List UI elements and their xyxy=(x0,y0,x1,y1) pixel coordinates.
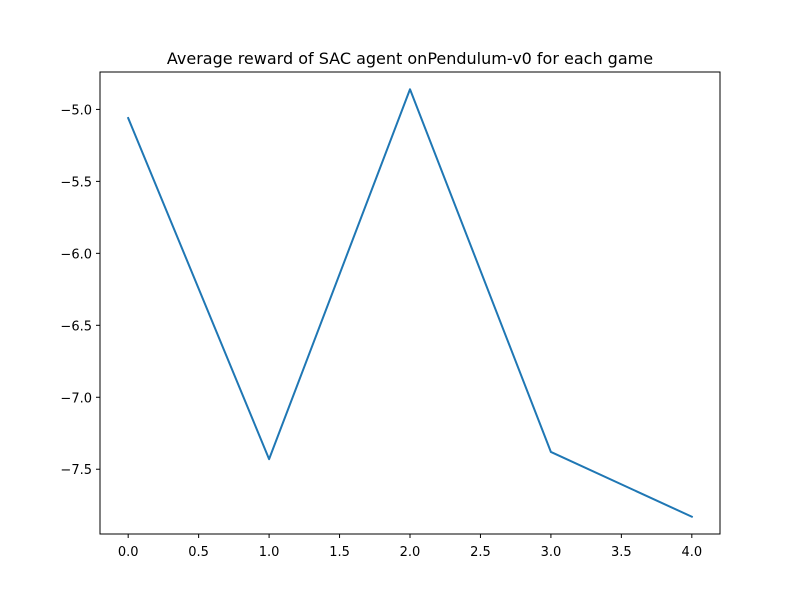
chart-title: Average reward of SAC agent onPendulum-v… xyxy=(167,49,653,68)
x-tick-label: 3.0 xyxy=(541,545,562,560)
x-tick-label: 1.5 xyxy=(329,545,350,560)
series-line xyxy=(126,88,694,519)
x-tick-label: 0.0 xyxy=(118,545,139,560)
x-tick-label: 2.5 xyxy=(470,545,491,560)
y-tick-label: −6.5 xyxy=(60,319,92,334)
plot-area-frame xyxy=(99,71,721,535)
x-tick-label: 1.0 xyxy=(259,545,280,560)
x-tick-label: 4.0 xyxy=(681,545,702,560)
series-layer xyxy=(126,88,694,519)
x-tick-label: 0.5 xyxy=(188,545,209,560)
y-tick-label: −5.5 xyxy=(60,175,92,190)
x-tick-label: 2.0 xyxy=(400,545,421,560)
y-tick-label: −5.0 xyxy=(60,103,92,118)
y-tick-label: −6.0 xyxy=(60,247,92,262)
y-tick-label: −7.5 xyxy=(60,463,92,478)
y-tick-label: −7.0 xyxy=(60,391,92,406)
x-tick-label: 3.5 xyxy=(611,545,632,560)
axis-ticks: 0.0 0.5 1.0 1.5 2.0 2.5 3.0 3.5 4.0 −5.0 −5.5 −6.0 −… xyxy=(60,103,702,560)
